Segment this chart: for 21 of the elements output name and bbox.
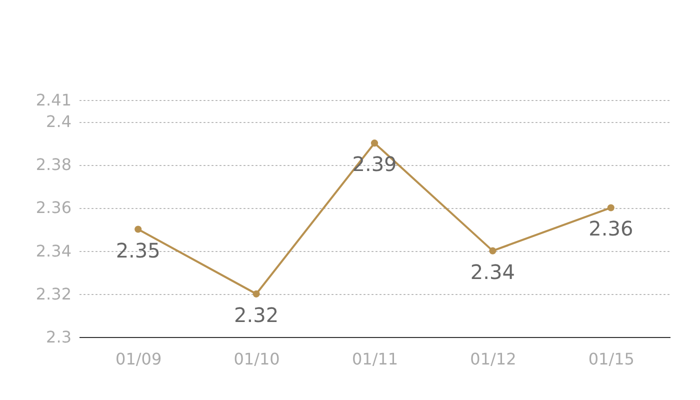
y-tick-label: 2.3	[46, 328, 72, 346]
data-label: 2.36	[588, 216, 634, 241]
point	[370, 140, 378, 147]
point	[134, 226, 142, 233]
point	[489, 247, 496, 254]
y-tick-label: 2.32	[36, 284, 72, 304]
y-tick-label: 2.4	[46, 112, 72, 132]
point	[607, 204, 614, 212]
data-label: 2.32	[234, 302, 279, 327]
y-tick-label: 2.41	[36, 90, 72, 110]
data-label: 2.34	[470, 260, 515, 284]
point	[252, 290, 260, 298]
y-tick-label: 2.38	[36, 155, 72, 174]
y-tick-label: 2.34	[36, 241, 72, 260]
data-label: 2.35	[116, 238, 160, 262]
x-tick-label: 01/09	[116, 350, 162, 368]
x-tick-label: 01/12	[470, 350, 516, 368]
x-tick-label: 01/10	[234, 350, 280, 368]
x-tick-label: 01/15	[588, 350, 634, 368]
y-tick-label: 2.36	[36, 198, 72, 218]
x-tick-label: 01/11	[352, 350, 398, 368]
